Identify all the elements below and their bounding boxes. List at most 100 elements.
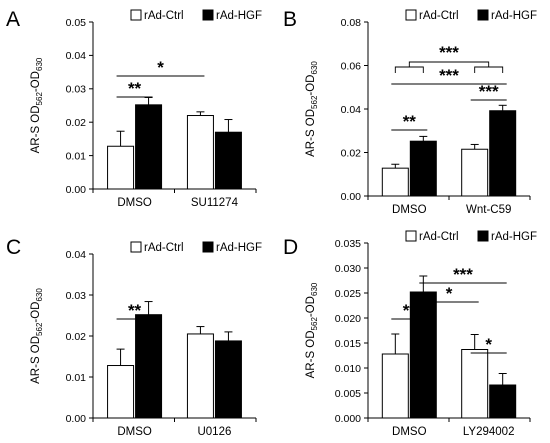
error-bar bbox=[116, 348, 125, 366]
x-category-label: LY294002 bbox=[463, 426, 515, 438]
legend-label: rAd-Ctrl bbox=[144, 10, 184, 22]
legend-label: rAd-HGF bbox=[491, 231, 537, 243]
legend: rAd-Ctrl rAd-HGF bbox=[405, 9, 537, 22]
significance-bracket: ** bbox=[116, 301, 153, 320]
error-bar bbox=[224, 119, 233, 133]
y-axis-label-subscript: 562 bbox=[35, 322, 44, 336]
bar-rad-ctrl bbox=[107, 365, 135, 419]
y-axis-label: AR-S OD562-OD630 bbox=[30, 57, 44, 153]
y-tick-label: 0.03 bbox=[66, 290, 87, 302]
chart-panel-b: B AR-S OD562-OD630 0.00 0.02 0.04 0.06 0.08 DMS… bbox=[283, 8, 537, 216]
error-bar bbox=[196, 111, 205, 116]
y-axis-label-subscript: 630 bbox=[35, 57, 44, 71]
legend-label: rAd-HGF bbox=[216, 10, 262, 22]
legend: rAd-Ctrl rAd-HGF bbox=[130, 9, 262, 22]
y-tick-label: 0.000 bbox=[335, 413, 361, 425]
error-bar bbox=[470, 143, 479, 150]
significance-bracket: *** bbox=[394, 43, 504, 73]
significance-stars: * bbox=[446, 284, 453, 303]
y-axis-label-main: AR-S OD bbox=[305, 109, 317, 157]
y-tick-label: 0.04 bbox=[66, 249, 87, 261]
y-axis-label-mid: -OD bbox=[305, 296, 317, 317]
y-axis-label-main: AR-S OD bbox=[305, 330, 317, 378]
error-bar bbox=[144, 301, 153, 315]
x-category-label: DMSO bbox=[392, 426, 427, 438]
y-axis-label: AR-S OD562-OD630 bbox=[305, 282, 319, 378]
x-category-label: DMSO bbox=[117, 426, 152, 438]
y-axis-label-subscript: 630 bbox=[310, 282, 319, 296]
y-axis-label-main: AR-S OD bbox=[30, 105, 42, 153]
y-tick-label: 0.04 bbox=[341, 104, 362, 116]
y-tick-label: 0.04 bbox=[66, 50, 87, 62]
y-axis-label-mid: -OD bbox=[30, 301, 42, 322]
legend-label: rAd-Ctrl bbox=[419, 10, 459, 22]
y-tick-label: 0.06 bbox=[341, 60, 362, 72]
bar-rad-hgf bbox=[409, 140, 437, 197]
y-tick-label: 0.00 bbox=[341, 191, 362, 203]
significance-stars: *** bbox=[453, 265, 473, 284]
error-bar bbox=[144, 96, 153, 105]
bar-rad-hgf bbox=[214, 131, 242, 190]
significance-bracket: * bbox=[470, 335, 507, 354]
legend-swatch bbox=[130, 241, 142, 253]
x-category-label: U0126 bbox=[197, 426, 231, 438]
significance-bracket: *** bbox=[391, 66, 507, 85]
error-bar bbox=[391, 333, 400, 354]
bar-rad-hgf bbox=[135, 104, 163, 190]
y-axis-label: AR-S OD562-OD630 bbox=[305, 61, 319, 157]
y-tick-label: 0.01 bbox=[66, 150, 87, 162]
bar-rad-hgf bbox=[135, 314, 163, 419]
significance-bracket: ** bbox=[391, 301, 428, 320]
significance-stars: ** bbox=[403, 112, 417, 131]
y-axis-label-subscript: 562 bbox=[310, 317, 319, 331]
error-bar bbox=[419, 135, 428, 142]
legend-swatch bbox=[202, 241, 214, 253]
y-axis-label-subscript: 630 bbox=[35, 288, 44, 302]
significance-stars: ** bbox=[403, 301, 417, 320]
significance-stars: ** bbox=[128, 301, 142, 320]
x-category-label: DMSO bbox=[392, 204, 427, 216]
y-tick-label: 0.025 bbox=[335, 288, 361, 300]
error-bar bbox=[196, 326, 205, 334]
panel-label: B bbox=[283, 8, 297, 31]
y-tick-label: 0.05 bbox=[66, 17, 87, 29]
bar-rad-ctrl bbox=[186, 333, 214, 419]
error-bar bbox=[498, 373, 507, 385]
legend-swatch bbox=[477, 230, 489, 242]
y-axis-label-subscript: 630 bbox=[310, 61, 319, 75]
legend: rAd-Ctrl rAd-HGF bbox=[405, 230, 537, 243]
y-tick-label: 0.020 bbox=[335, 313, 361, 325]
significance-bracket: * bbox=[419, 284, 479, 303]
x-category-label: SU11274 bbox=[191, 197, 239, 209]
y-axis-label-mid: -OD bbox=[305, 74, 317, 95]
bar-rad-ctrl bbox=[107, 145, 135, 190]
y-tick-label: 0.03 bbox=[66, 84, 87, 96]
error-bar bbox=[498, 104, 507, 111]
error-bar bbox=[419, 275, 428, 292]
x-category-label: DMSO bbox=[117, 197, 152, 209]
error-bar bbox=[391, 163, 400, 169]
bar-rad-ctrl bbox=[381, 353, 409, 419]
chart-panel-a: A AR-S OD562-OD630 0.00 0.01 0.02 0.03 0.04 0.0… bbox=[6, 8, 262, 209]
legend-label: rAd-HGF bbox=[216, 242, 262, 254]
y-axis-label-subscript: 562 bbox=[310, 95, 319, 109]
legend-swatch bbox=[405, 9, 417, 21]
legend-label: rAd-Ctrl bbox=[419, 231, 459, 243]
bar-rad-hgf bbox=[489, 384, 517, 419]
y-tick-label: 0.030 bbox=[335, 263, 361, 275]
y-tick-label: 0.005 bbox=[335, 388, 361, 400]
bar-rad-hgf bbox=[409, 291, 437, 419]
error-bar bbox=[224, 331, 233, 341]
bracket-arm bbox=[474, 66, 504, 73]
bar-rad-ctrl bbox=[461, 349, 489, 419]
significance-stars: *** bbox=[439, 43, 459, 62]
y-tick-label: 0.00 bbox=[66, 413, 87, 425]
y-tick-label: 0.01 bbox=[66, 372, 87, 384]
legend-swatch bbox=[405, 230, 417, 242]
legend-swatch bbox=[130, 9, 142, 21]
y-axis-label-mid: -OD bbox=[30, 71, 42, 92]
bar-rad-ctrl bbox=[381, 167, 409, 197]
significance-bracket: ** bbox=[116, 79, 153, 98]
legend-swatch bbox=[477, 9, 489, 21]
